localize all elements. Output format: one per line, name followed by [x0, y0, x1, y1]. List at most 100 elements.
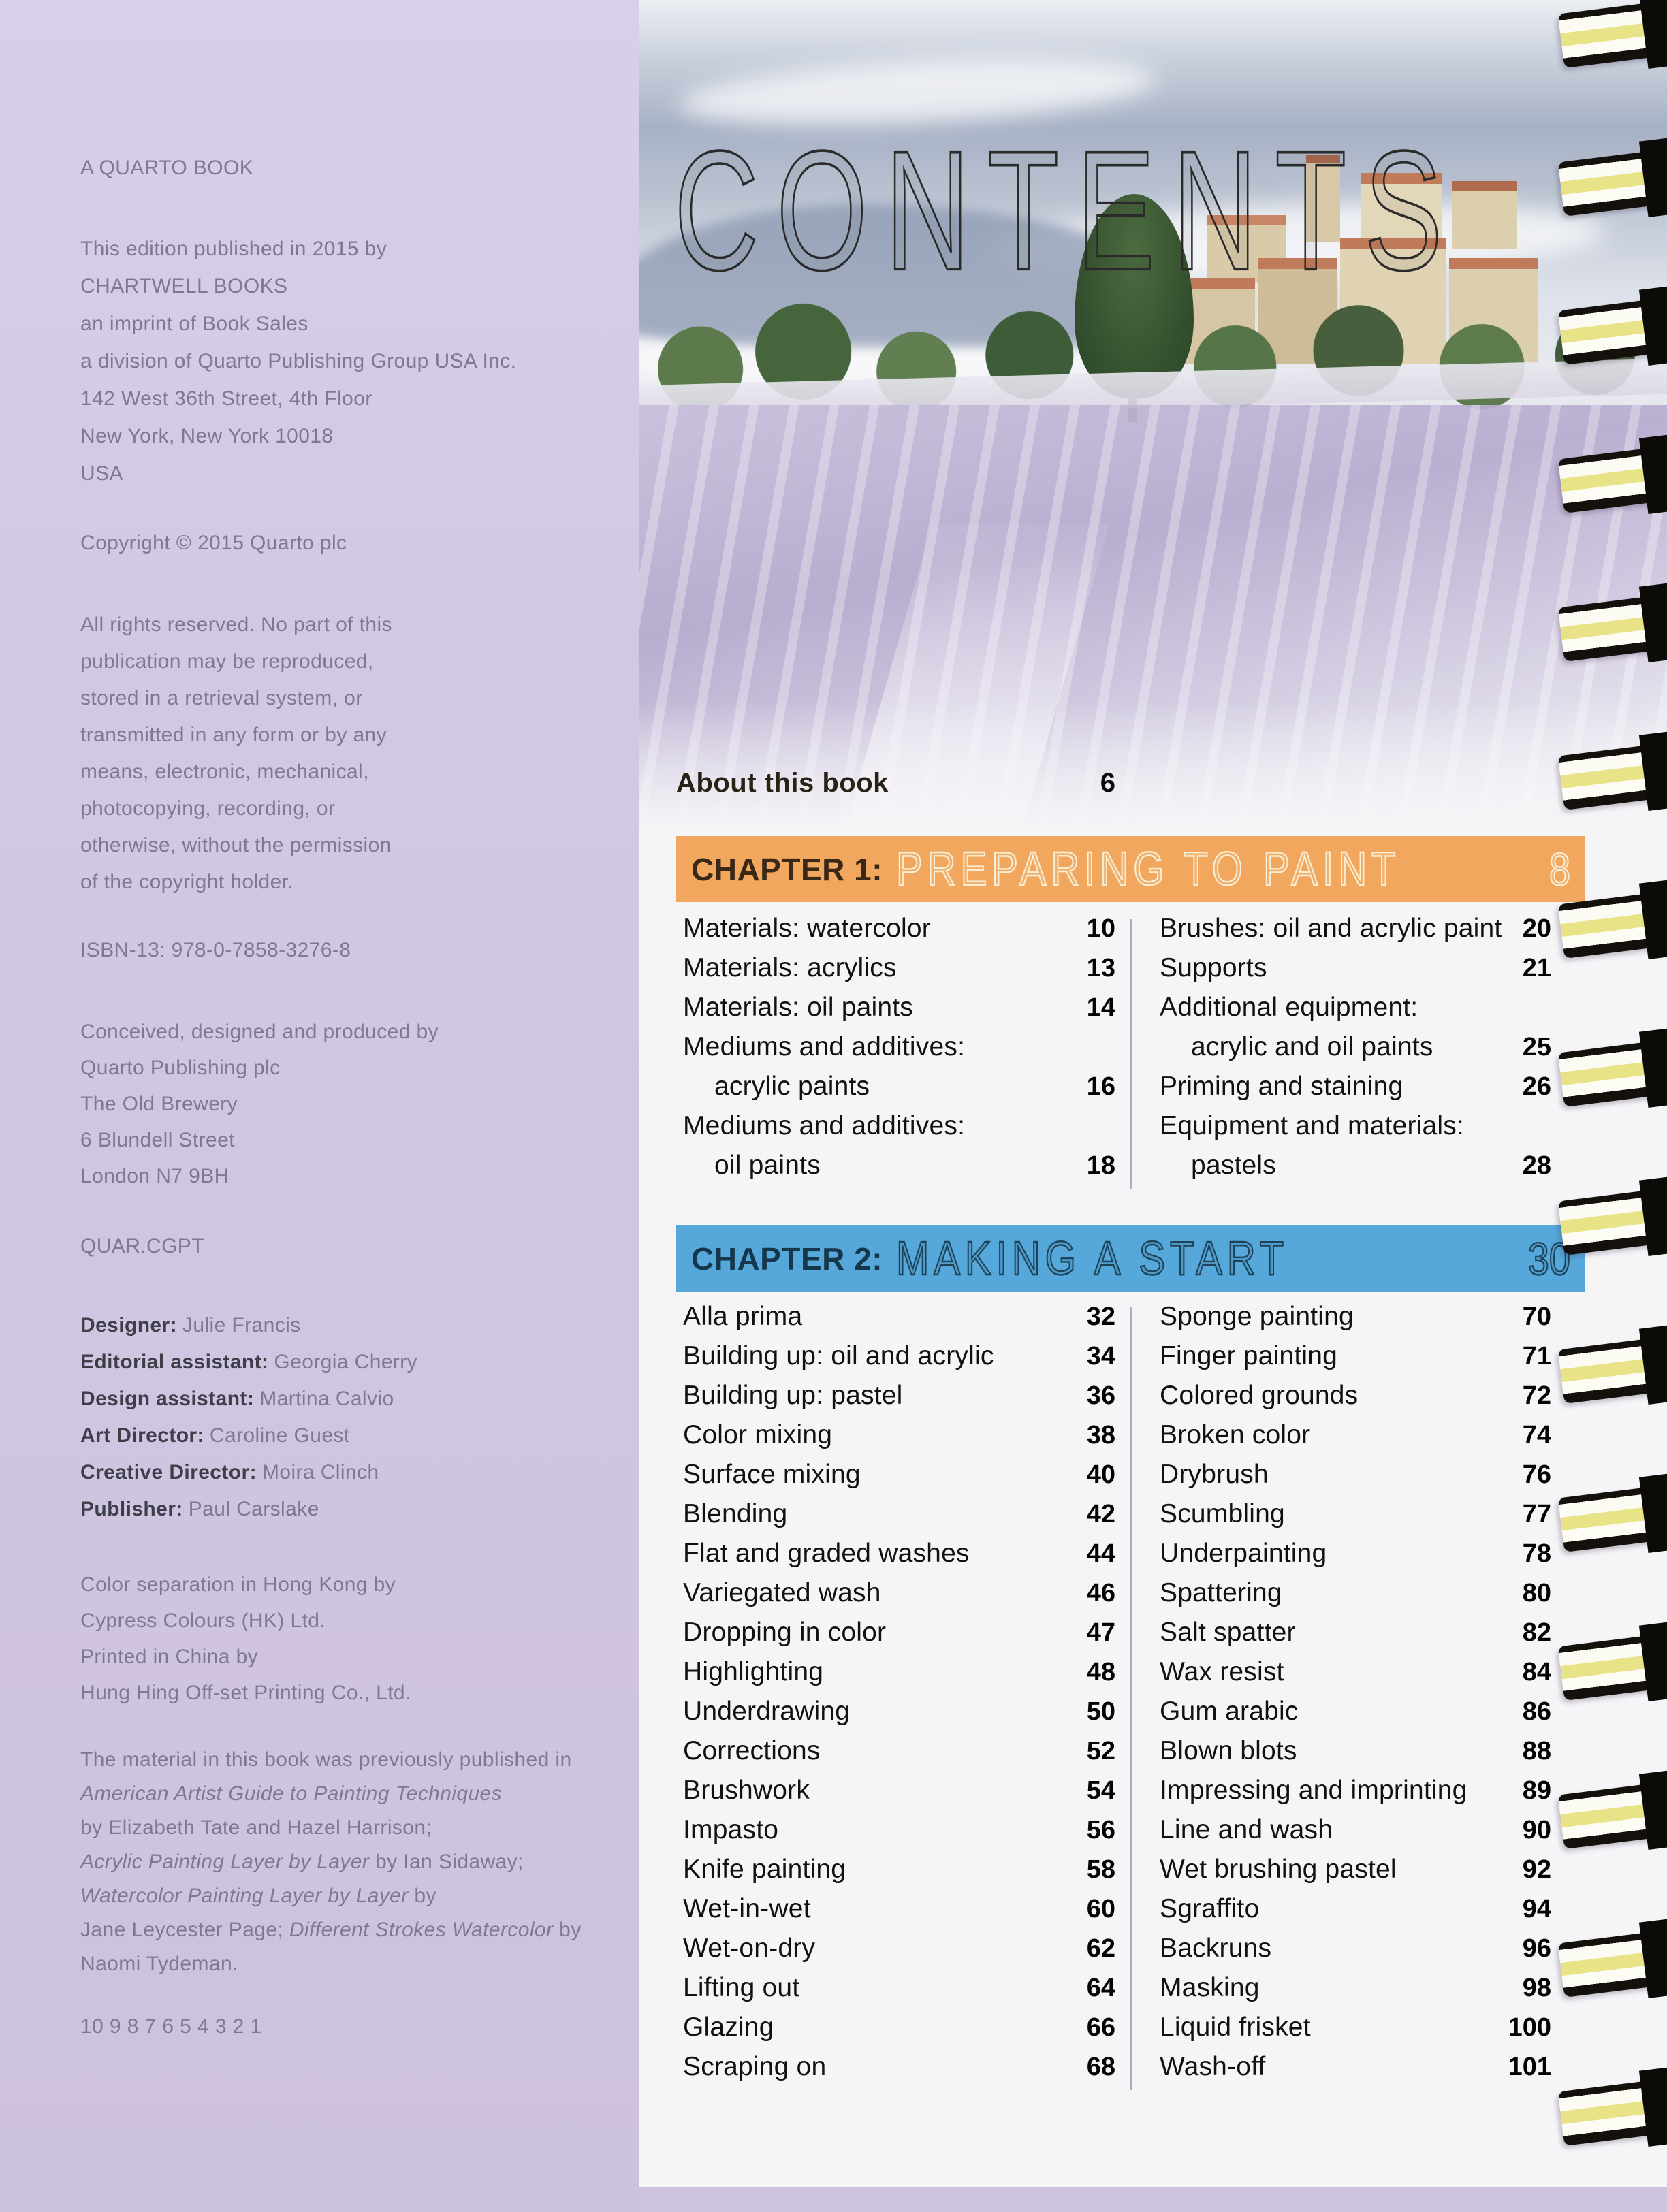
toc-entry: Underdrawing 50 [683, 1697, 1115, 1726]
chapter-1-column-left: Materials: watercolor 10 Materials: acryl… [683, 914, 1115, 1190]
print-run-line: 10 9 8 7 6 5 4 3 2 1 [80, 2015, 262, 2038]
binding-coil [1557, 1336, 1667, 1404]
produced-line: London N7 9BH [80, 1165, 229, 1187]
copyright-line: Copyright © 2015 Quarto plc [80, 532, 347, 554]
column-divider [1130, 1307, 1132, 2090]
toc-entry: Salt spatter 82 [1160, 1618, 1551, 1647]
rights-block: All rights reserved. No part of this publ… [80, 607, 392, 901]
toc-entry: Backruns 96 [1160, 1934, 1551, 1963]
painting-fade [639, 701, 1667, 851]
toc-entry: Wet-on-dry 62 [683, 1934, 1115, 1963]
printing-line: Color separation in Hong Kong by [80, 1573, 396, 1596]
toc-entry: pastels 28 [1191, 1151, 1551, 1180]
toc-entry: Variegated wash 46 [683, 1578, 1115, 1607]
chapter-1-column-right: Brushes: oil and acrylic paint 20 Support… [1160, 914, 1551, 1190]
edition-line: 142 West 36th Street, 4th Floor [80, 387, 372, 410]
toc-entry: Additional equipment: [1160, 993, 1418, 1022]
about-page-number: 6 [1100, 768, 1115, 798]
binding-coil [1557, 2078, 1667, 2146]
toc-entry: Masking 98 [1160, 1973, 1551, 2002]
toc-entry: Wax resist 84 [1160, 1657, 1551, 1686]
toc-entry: Lifting out 64 [683, 1973, 1115, 2002]
about-this-book-entry: About this book 6 [676, 768, 1115, 799]
toc-entry: Surface mixing 40 [683, 1460, 1115, 1489]
chapter-1-label: CHAPTER 1: [691, 851, 883, 887]
binding-coil [1557, 594, 1667, 662]
column-divider [1130, 919, 1132, 1189]
binding-coil [1557, 1781, 1667, 1849]
credit-line: Editorial assistant: Georgia Cherry [80, 1351, 418, 1373]
binding-coil [1557, 297, 1667, 365]
edition-line: This edition published in 2015 by [80, 238, 387, 260]
next-page-edge [639, 2187, 1667, 2212]
chapter-2-column-left: Alla prima 32 Building up: oil and acryli… [683, 1302, 1115, 2091]
toc-entry: Dropping in color 47 [683, 1618, 1115, 1647]
printing-line: Hung Hing Off-set Printing Co., Ltd. [80, 1682, 411, 1704]
binding-coil [1557, 1633, 1667, 1701]
toc-entry: Highlighting 48 [683, 1657, 1115, 1686]
contents-page: CONTENTS About this book 6 CHAPTER 1: PR… [639, 0, 1667, 2212]
produced-line: 6 Blundell Street [80, 1129, 235, 1151]
toc-entry: Knife painting 58 [683, 1855, 1115, 1884]
toc-entry: Color mixing 38 [683, 1420, 1115, 1449]
colophon-panel: A QUARTO BOOK This edition published in … [0, 0, 639, 2212]
spiral-binding [1546, 0, 1667, 2212]
edition-line: a division of Quarto Publishing Group US… [80, 350, 517, 372]
toc-entry: Blown blots 88 [1160, 1736, 1551, 1765]
toc-entry: Broken color 74 [1160, 1420, 1551, 1449]
binding-coil [1557, 1929, 1667, 1998]
credits-block: Designer: Julie Francis Editorial assista… [80, 1307, 417, 1528]
toc-entry: Corrections 52 [683, 1736, 1115, 1765]
toc-entry: Materials: watercolor 10 [683, 914, 1115, 943]
credit-line: Art Director: Caroline Guest [80, 1424, 350, 1447]
toc-entry: Materials: oil paints 14 [683, 993, 1115, 1022]
toc-entry: acrylic and oil paints 25 [1191, 1032, 1551, 1061]
chapter-2-header: CHAPTER 2: MAKING A START 30 [676, 1225, 1585, 1292]
watercolor-landscape-painting [639, 0, 1667, 851]
binding-coil [1557, 742, 1667, 810]
binding-coil [1557, 0, 1667, 68]
toc-entry: acrylic paints 16 [714, 1072, 1115, 1101]
rights-line: transmitted in any form or by any [80, 724, 387, 746]
toc-entry: Spattering 80 [1160, 1578, 1551, 1607]
chapter-2-label: CHAPTER 2: [691, 1240, 883, 1277]
rights-line: photocopying, recording, or [80, 797, 336, 820]
binding-coil [1557, 1039, 1667, 1107]
produced-line: Quarto Publishing plc [80, 1057, 281, 1079]
binding-coil [1557, 891, 1667, 959]
toc-entry: Impasto 56 [683, 1815, 1115, 1844]
toc-entry: Mediums and additives: [683, 1111, 966, 1140]
credit-line: Designer: Julie Francis [80, 1314, 301, 1336]
toc-entry: Building up: pastel 36 [683, 1381, 1115, 1410]
product-code: QUAR.CGPT [80, 1235, 204, 1257]
chapter-1-title: PREPARING TO PAINT [895, 841, 1401, 896]
credit-line: Design assistant: Martina Calvio [80, 1388, 394, 1410]
rights-line: stored in a retrieval system, or [80, 687, 363, 709]
edition-line: New York, New York 10018 [80, 425, 334, 447]
edition-block: This edition published in 2015 by CHARTWE… [80, 230, 516, 492]
rights-line: of the copyright holder. [80, 871, 294, 893]
toc-entry: Colored grounds 72 [1160, 1381, 1551, 1410]
printing-line: Printed in China by [80, 1646, 259, 1668]
edition-line: CHARTWELL BOOKS [80, 275, 288, 298]
toc-entry: Mediums and additives: [683, 1032, 966, 1061]
isbn-line: ISBN-13: 978-0-7858-3276-8 [80, 939, 351, 961]
toc-entry: Scraping on 68 [683, 2052, 1115, 2081]
toc-entry: Underpainting 78 [1160, 1539, 1551, 1568]
chapter-2-title: MAKING A START [895, 1231, 1289, 1285]
toc-entry: Wet brushing pastel 92 [1160, 1855, 1551, 1884]
page-title: CONTENTS [673, 116, 1460, 306]
binding-coil [1557, 148, 1667, 217]
produced-block: Conceived, designed and produced by Quart… [80, 1014, 439, 1194]
toc-entry: Sgraffito 94 [1160, 1894, 1551, 1923]
about-label: About this book [676, 768, 889, 798]
chapter-1-header: CHAPTER 1: PREPARING TO PAINT 8 [676, 836, 1585, 902]
rights-line: otherwise, without the permission [80, 834, 392, 856]
produced-line: Conceived, designed and produced by [80, 1021, 439, 1043]
toc-entry: Equipment and materials: [1160, 1111, 1465, 1140]
chapter-1-page-number: 8 [1549, 842, 1571, 895]
toc-entry: oil paints 18 [714, 1151, 1115, 1180]
toc-entry: Drybrush 76 [1160, 1460, 1551, 1489]
printing-line: Cypress Colours (HK) Ltd. [80, 1609, 326, 1632]
toc-entry: Liquid frisket 100 [1160, 2013, 1551, 2042]
